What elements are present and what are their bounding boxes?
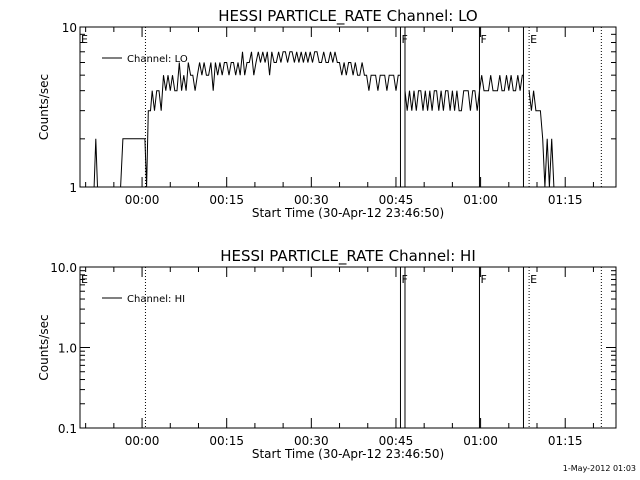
y-tick-label: 1 bbox=[69, 181, 77, 195]
chart-title: HESSI PARTICLE_RATE Channel: LO bbox=[218, 7, 477, 26]
x-tick-label: 00:00 bbox=[125, 193, 160, 207]
event-flag-label: F bbox=[480, 273, 486, 286]
x-tick-label: 01:00 bbox=[463, 193, 498, 207]
y-tick-label: 0.1 bbox=[58, 422, 77, 436]
event-flag-label: E bbox=[530, 33, 537, 46]
event-flag-label: F bbox=[401, 33, 407, 46]
x-tick-label: 01:15 bbox=[548, 193, 583, 207]
chart-title: HESSI PARTICLE_RATE Channel: HI bbox=[220, 247, 476, 266]
y-axis-label: Counts/sec bbox=[37, 314, 51, 380]
x-tick-label: 01:00 bbox=[463, 434, 498, 448]
y-tick-label: 10.0 bbox=[50, 261, 77, 275]
x-axis-label: Start Time (30-Apr-12 23:46:50) bbox=[252, 447, 444, 461]
y-tick-label: 10 bbox=[62, 21, 77, 35]
series-line bbox=[93, 138, 98, 188]
event-flag-label: E bbox=[530, 273, 537, 286]
series-line bbox=[528, 90, 555, 188]
y-axis-label: Counts/sec bbox=[37, 74, 51, 140]
series-line bbox=[404, 74, 524, 112]
series-line bbox=[120, 51, 401, 188]
x-tick-label: 00:00 bbox=[125, 434, 160, 448]
event-flag-label: E bbox=[81, 273, 88, 286]
event-flag-label: F bbox=[401, 273, 407, 286]
event-flag-label: E bbox=[81, 33, 88, 46]
event-flag-label: F bbox=[480, 33, 486, 46]
y-tick-label: 1.0 bbox=[58, 342, 77, 356]
plot-frame bbox=[79, 26, 617, 188]
x-tick-label: 00:30 bbox=[294, 193, 329, 207]
x-tick-label: 00:15 bbox=[209, 193, 244, 207]
x-axis-label: Start Time (30-Apr-12 23:46:50) bbox=[252, 206, 444, 220]
chart-panel-2 bbox=[79, 266, 617, 429]
legend-label: Channel: HI bbox=[127, 294, 185, 305]
x-tick-label: 01:15 bbox=[548, 434, 583, 448]
x-tick-label: 00:15 bbox=[209, 434, 244, 448]
x-tick-label: 00:45 bbox=[379, 434, 414, 448]
chart-panel-1 bbox=[79, 26, 617, 188]
legend-label: Channel: LO bbox=[127, 54, 188, 65]
x-tick-label: 00:30 bbox=[294, 434, 329, 448]
plot-frame bbox=[79, 266, 617, 429]
plot-timestamp: 1-May-2012 01:03 bbox=[562, 464, 636, 473]
x-tick-label: 00:45 bbox=[379, 193, 414, 207]
